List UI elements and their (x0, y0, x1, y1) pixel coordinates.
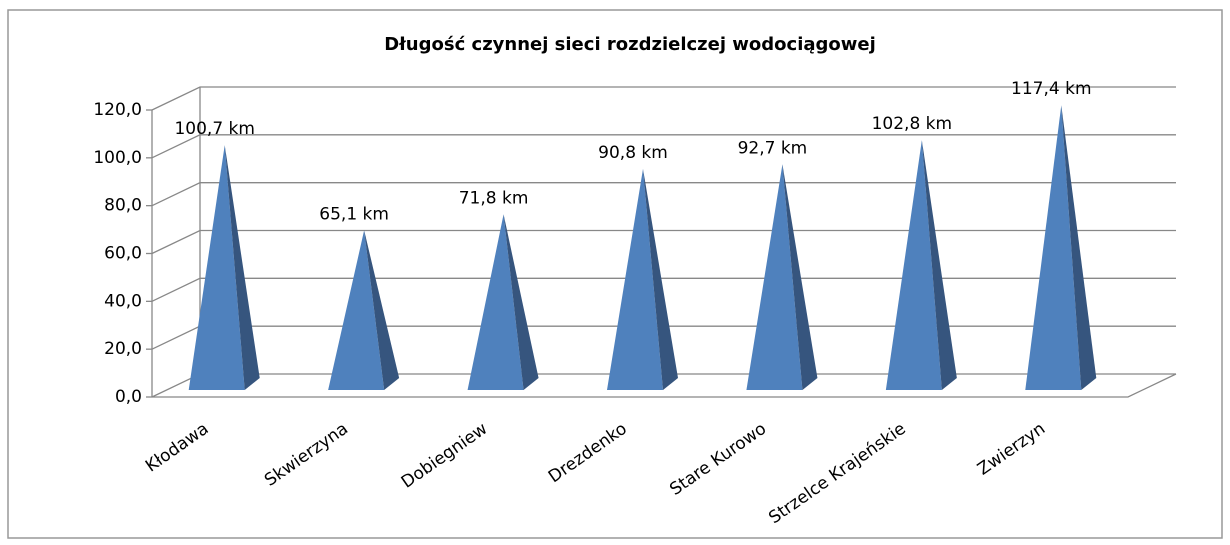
pyramid (746, 164, 818, 390)
value-label: 71,8 km (459, 188, 529, 208)
grid-line (151, 277, 1176, 302)
pyramid-front (188, 145, 245, 390)
pyramid-side (364, 230, 400, 390)
chart-title: Długość czynnej sieci rozdzielczej wodoc… (384, 34, 876, 55)
pyramid-side (921, 140, 957, 390)
value-label: 92,7 km (738, 138, 808, 158)
value-label: 102,8 km (872, 114, 952, 134)
pyramid-side (503, 214, 539, 390)
y-tick-label: 120,0 (93, 100, 142, 120)
grid-line (151, 134, 1176, 159)
y-tick-label: 100,0 (93, 148, 142, 168)
pyramid (467, 214, 539, 390)
value-label: 117,4 km (1011, 79, 1091, 99)
grid-line (151, 86, 1176, 111)
y-tick-label: 80,0 (104, 196, 142, 216)
pyramid (885, 140, 957, 390)
y-tick-label: 40,0 (104, 291, 142, 311)
value-label: 100,7 km (174, 119, 254, 139)
value-label: 65,1 km (319, 204, 389, 224)
y-tick-label: 20,0 (104, 339, 142, 359)
pyramid-front (746, 164, 803, 390)
pyramid-front (328, 230, 385, 390)
pyramid (188, 145, 260, 390)
pyramid-front (467, 214, 524, 390)
pyramid-front (607, 168, 663, 390)
floor (152, 373, 1177, 398)
value-label: 90,8 km (598, 143, 668, 163)
pyramid-side (643, 168, 678, 390)
pyramid-side (224, 145, 260, 390)
pyramid-front (885, 140, 942, 390)
pyramid (1025, 105, 1097, 391)
pyramid (607, 168, 678, 390)
grid-line (151, 182, 1176, 207)
pyramid-side (1061, 105, 1097, 391)
pyramid-front (1025, 105, 1082, 391)
y-tick-label: 0,0 (115, 387, 142, 407)
pyramid-side (782, 164, 818, 390)
y-tick-label: 60,0 (104, 244, 142, 264)
pyramid (328, 230, 400, 390)
grid-line (151, 229, 1176, 255)
